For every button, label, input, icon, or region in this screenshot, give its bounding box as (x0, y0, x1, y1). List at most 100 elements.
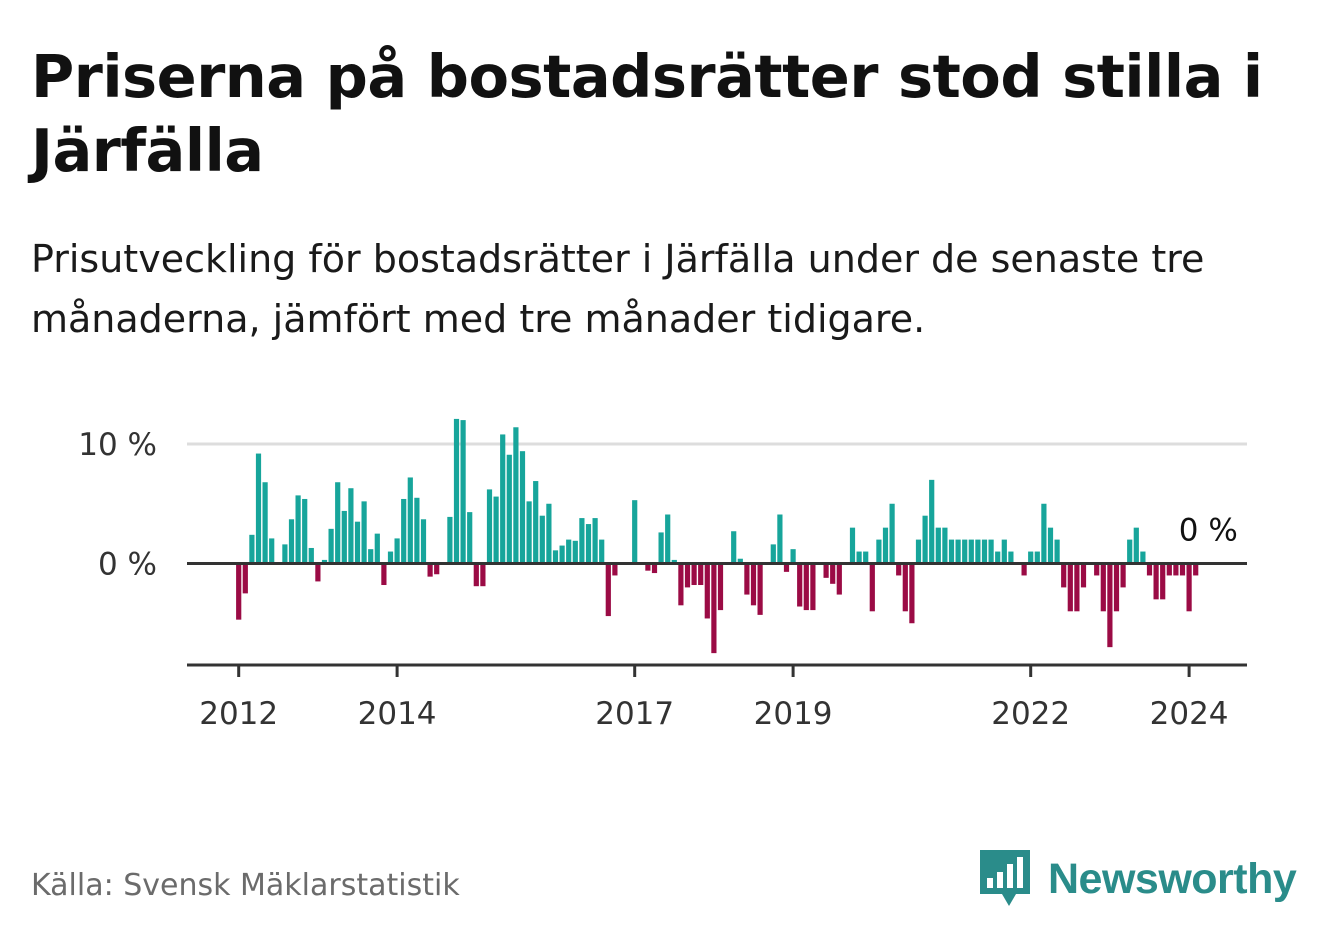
bar (1133, 527, 1139, 564)
bar (427, 563, 433, 577)
bar (777, 514, 783, 564)
bar (711, 563, 717, 654)
bar (1080, 563, 1087, 588)
bar (552, 550, 559, 564)
bar (473, 563, 479, 587)
bar (236, 563, 242, 620)
x-tick-label: 2017 (595, 696, 674, 732)
bar (526, 501, 532, 564)
bar (665, 514, 671, 564)
bar (255, 453, 262, 564)
bar (658, 532, 664, 564)
bar (315, 563, 321, 582)
bar (1061, 563, 1067, 588)
bar (592, 518, 598, 564)
bar (750, 563, 757, 606)
bar (1074, 563, 1080, 612)
bar (401, 498, 407, 564)
bar (757, 563, 763, 615)
brand-logo[interactable]: Newsworthy (980, 848, 1297, 910)
bar (704, 563, 710, 619)
bar (1054, 539, 1060, 564)
bar (783, 563, 790, 572)
bar (698, 563, 704, 586)
bar (348, 488, 354, 564)
bar (797, 563, 803, 607)
x-tick-label: 2019 (754, 696, 833, 732)
bar (915, 539, 922, 564)
bar (585, 524, 592, 564)
bar (486, 489, 493, 564)
bar (1028, 551, 1034, 564)
bar (1146, 563, 1153, 576)
bar (361, 501, 367, 564)
bar (935, 527, 941, 564)
bar (394, 538, 400, 564)
bar (249, 534, 255, 564)
bar (803, 563, 809, 611)
bar (902, 563, 908, 612)
chart-subtitle: Prisutveckling för bostadsrätter i Järfä… (31, 237, 1205, 341)
bar (717, 563, 724, 611)
bar (876, 539, 882, 564)
bar (1100, 563, 1106, 612)
bar (651, 563, 658, 574)
bar (1186, 563, 1192, 612)
bar (1001, 539, 1007, 564)
bar (988, 539, 994, 564)
bar (1166, 563, 1172, 576)
bar (836, 563, 842, 595)
bar (302, 498, 308, 564)
bar (737, 558, 743, 564)
brand-name: Newsworthy (1048, 854, 1297, 903)
bar (849, 527, 856, 564)
bar (1113, 563, 1120, 612)
bar (500, 434, 506, 564)
bar (744, 563, 750, 595)
bar (1008, 551, 1014, 564)
bar (981, 539, 988, 564)
bar (354, 521, 361, 564)
bar (447, 516, 453, 564)
bar (869, 563, 875, 612)
bar (420, 519, 427, 564)
bar (1047, 527, 1054, 564)
bar (506, 454, 512, 564)
bar (882, 527, 889, 564)
bar (922, 515, 928, 564)
bar (1173, 563, 1179, 576)
y-tick-label: 0 % (98, 547, 157, 583)
bar (856, 551, 862, 564)
bar (863, 551, 869, 564)
bar (1193, 563, 1199, 576)
bar (1107, 563, 1113, 648)
bar (1140, 551, 1146, 564)
bar (321, 559, 328, 564)
bar (995, 551, 1001, 564)
bar (823, 563, 829, 578)
bar (262, 482, 268, 564)
bar (295, 495, 301, 564)
bar (962, 539, 968, 564)
bar (790, 549, 796, 564)
bar (889, 503, 895, 564)
bar (1127, 539, 1133, 564)
bar (1160, 563, 1166, 600)
x-tick-label: 2014 (358, 696, 437, 732)
source-note: Källa: Svensk Mäklarstatistik (31, 868, 460, 903)
bar (678, 563, 684, 606)
bar (645, 563, 651, 571)
bar (1153, 563, 1159, 600)
bar (579, 518, 585, 564)
bar (308, 547, 314, 564)
bar (453, 418, 460, 564)
bar (948, 539, 955, 564)
bar (493, 496, 499, 564)
bar (513, 427, 519, 564)
bar (684, 563, 691, 588)
bar (1094, 563, 1100, 576)
bar (810, 563, 816, 611)
bar (434, 563, 440, 575)
bar (242, 563, 248, 594)
bar (691, 563, 697, 586)
